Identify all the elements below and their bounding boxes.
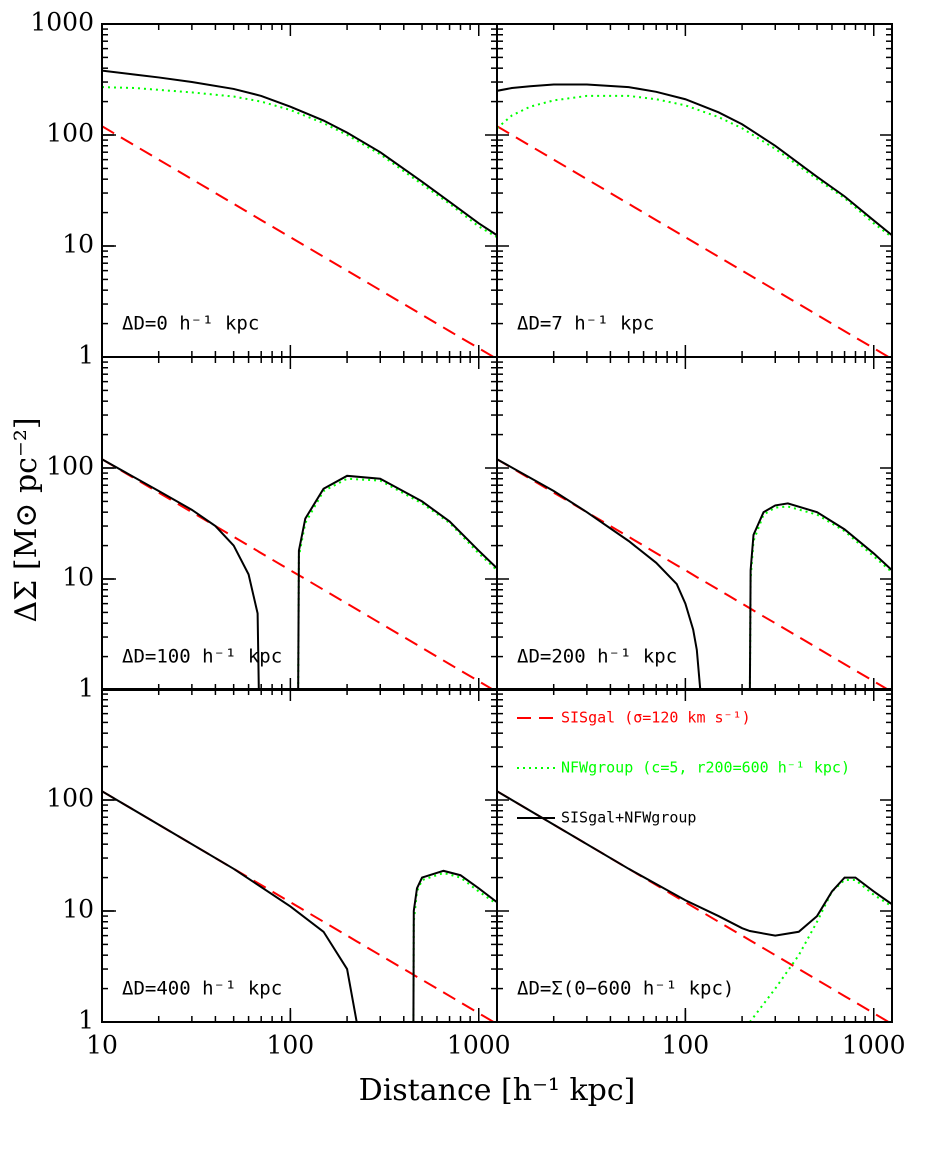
series-line xyxy=(102,458,497,690)
series-line xyxy=(497,458,891,690)
series-line xyxy=(412,871,497,1022)
series-line xyxy=(497,458,892,690)
series-line xyxy=(102,125,496,357)
plot-frame xyxy=(101,688,498,1023)
legend-label: SISgal+NFWgroup xyxy=(561,809,696,827)
y-axis-label: ΔΣ [M⊙ pc⁻²] xyxy=(9,417,44,622)
panel-annotation: ΔD=100 h⁻¹ kpc xyxy=(122,646,282,668)
x-tick-label: 100 xyxy=(662,1031,710,1060)
x-tick-label: 10 xyxy=(86,1031,118,1060)
y-tick-label: 10 xyxy=(62,230,94,259)
x-axis-label: Distance [h⁻¹ kpc] xyxy=(359,1073,636,1108)
series-line xyxy=(497,83,892,237)
y-tick-label: 100 xyxy=(46,452,94,481)
plot-frame xyxy=(496,23,893,358)
plot-frame xyxy=(101,356,498,691)
legend-label: SISgal (σ=120 km s⁻¹) xyxy=(561,709,751,727)
y-tick-label: 1000 xyxy=(30,8,94,37)
y-tick-label: 100 xyxy=(46,784,94,813)
panel-annotation: ΔD=200 h⁻¹ kpc xyxy=(517,646,677,668)
series-line xyxy=(102,69,497,237)
y-tick-label: 100 xyxy=(46,119,94,148)
y-tick-label: 1 xyxy=(78,341,94,370)
y-tick-label: 10 xyxy=(62,563,94,592)
series-line xyxy=(102,790,497,1022)
series-line xyxy=(297,477,497,690)
series-line xyxy=(497,94,892,239)
plot-frame xyxy=(496,688,893,1023)
x-tick-label: 1000 xyxy=(842,1031,906,1060)
y-tick-label: 1 xyxy=(78,674,94,703)
y-tick-label: 10 xyxy=(62,895,94,924)
y-tick-label: 1 xyxy=(78,1006,94,1035)
series-line xyxy=(497,125,891,357)
x-tick-label: 1000 xyxy=(447,1031,511,1060)
plot-frame xyxy=(101,23,498,358)
series-line xyxy=(497,790,892,937)
panel-annotation: ΔD=Σ(0−600 h⁻¹ kpc) xyxy=(517,978,734,1000)
panel-annotation: ΔD=7 h⁻¹ kpc xyxy=(517,313,654,335)
series-line xyxy=(102,790,496,1022)
x-tick-label: 100 xyxy=(267,1031,315,1060)
panel-annotation: ΔD=0 h⁻¹ kpc xyxy=(122,313,259,335)
legend-label: NFWgroup (c=5, r200=600 h⁻¹ kpc) xyxy=(561,759,850,777)
series-line xyxy=(748,505,892,690)
series-line xyxy=(749,879,892,1022)
panel-annotation: ΔD=400 h⁻¹ kpc xyxy=(122,978,282,1000)
